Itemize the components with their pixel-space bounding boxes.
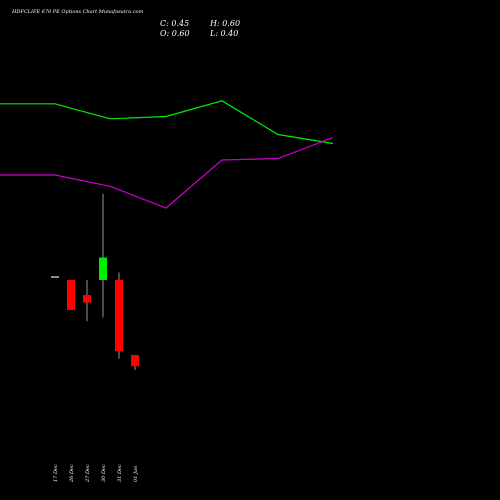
candle-body xyxy=(131,355,139,367)
close-readout: C: 0.45 xyxy=(160,19,189,28)
candles-group xyxy=(51,193,139,370)
candle-body xyxy=(51,276,59,278)
lower-indicator-line xyxy=(0,136,334,209)
x-tick-labels: 17 Dec 26 Dec 27 Dec 30 Dec 31 Dec 01 Jan xyxy=(53,464,139,483)
candle-body xyxy=(115,280,123,352)
high-readout: H: 0.60 xyxy=(209,19,240,28)
candle-body xyxy=(83,295,91,303)
candle-body xyxy=(99,257,107,280)
candle-body xyxy=(67,280,75,310)
chart-title: HDFCLIFE 670 PE Options Chart Munafasutr… xyxy=(11,9,144,15)
indicator-lines xyxy=(0,100,334,209)
upper-indicator-line xyxy=(0,100,334,145)
x-tick-label: 17 Dec xyxy=(53,464,59,482)
x-tick-label: 31 Dec xyxy=(117,464,123,482)
x-tick-label: 27 Dec xyxy=(85,464,91,483)
x-tick-label: 01 Jan xyxy=(133,466,139,482)
x-tick-label: 30 Dec xyxy=(101,464,107,482)
low-readout: L: 0.40 xyxy=(209,29,238,38)
open-readout: O: 0.60 xyxy=(160,29,190,38)
x-tick-label: 26 Dec xyxy=(69,464,75,483)
